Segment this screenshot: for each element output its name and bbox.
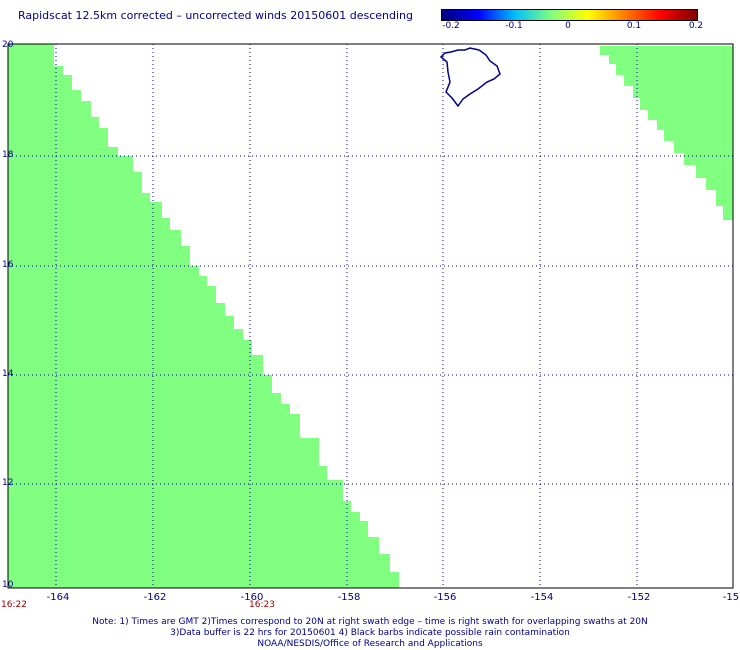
colorbar-tick: 0.2 — [688, 21, 704, 31]
x-tick: -152 — [627, 592, 651, 603]
x-tick: -15 — [722, 592, 740, 603]
y-tick: 20 — [2, 40, 14, 50]
colorbar — [441, 9, 698, 21]
y-tick: 10 — [2, 580, 14, 590]
y-tick: 18 — [2, 150, 14, 160]
hawaii-coastline — [439, 47, 501, 108]
colorbar-tick: 0.1 — [626, 21, 642, 31]
x-tick: -158 — [337, 592, 361, 603]
plot-frame — [7, 43, 734, 589]
x-tick: -162 — [143, 592, 167, 603]
swath-right — [600, 46, 733, 220]
graticule — [8, 44, 733, 588]
colorbar-tick: 0 — [565, 21, 571, 31]
colorbar-tick: -0.2 — [442, 21, 460, 31]
map-title: Rapidscat 12.5km corrected – uncorrected… — [18, 9, 414, 22]
colorbar-tick: -0.1 — [505, 21, 523, 31]
note-line-3: NOAA/NESDIS/Office of Research and Appli… — [257, 639, 483, 649]
note-line-2: 3)Data buffer is 22 hrs for 20150601 4) … — [170, 628, 570, 638]
note-line-1: Note: 1) Times are GMT 2)Times correspon… — [92, 617, 648, 627]
x-tick: -156 — [433, 592, 457, 603]
x-tick: -160 — [240, 592, 264, 603]
x-tick: -164 — [46, 592, 70, 603]
x-tick: -154 — [530, 592, 554, 603]
time-label: 16:23 — [249, 600, 275, 610]
y-tick: 14 — [2, 369, 14, 379]
swath-left — [8, 44, 399, 588]
y-tick: 12 — [2, 478, 14, 488]
time-label: 16:22 — [1, 600, 27, 610]
y-tick: 16 — [2, 260, 14, 270]
